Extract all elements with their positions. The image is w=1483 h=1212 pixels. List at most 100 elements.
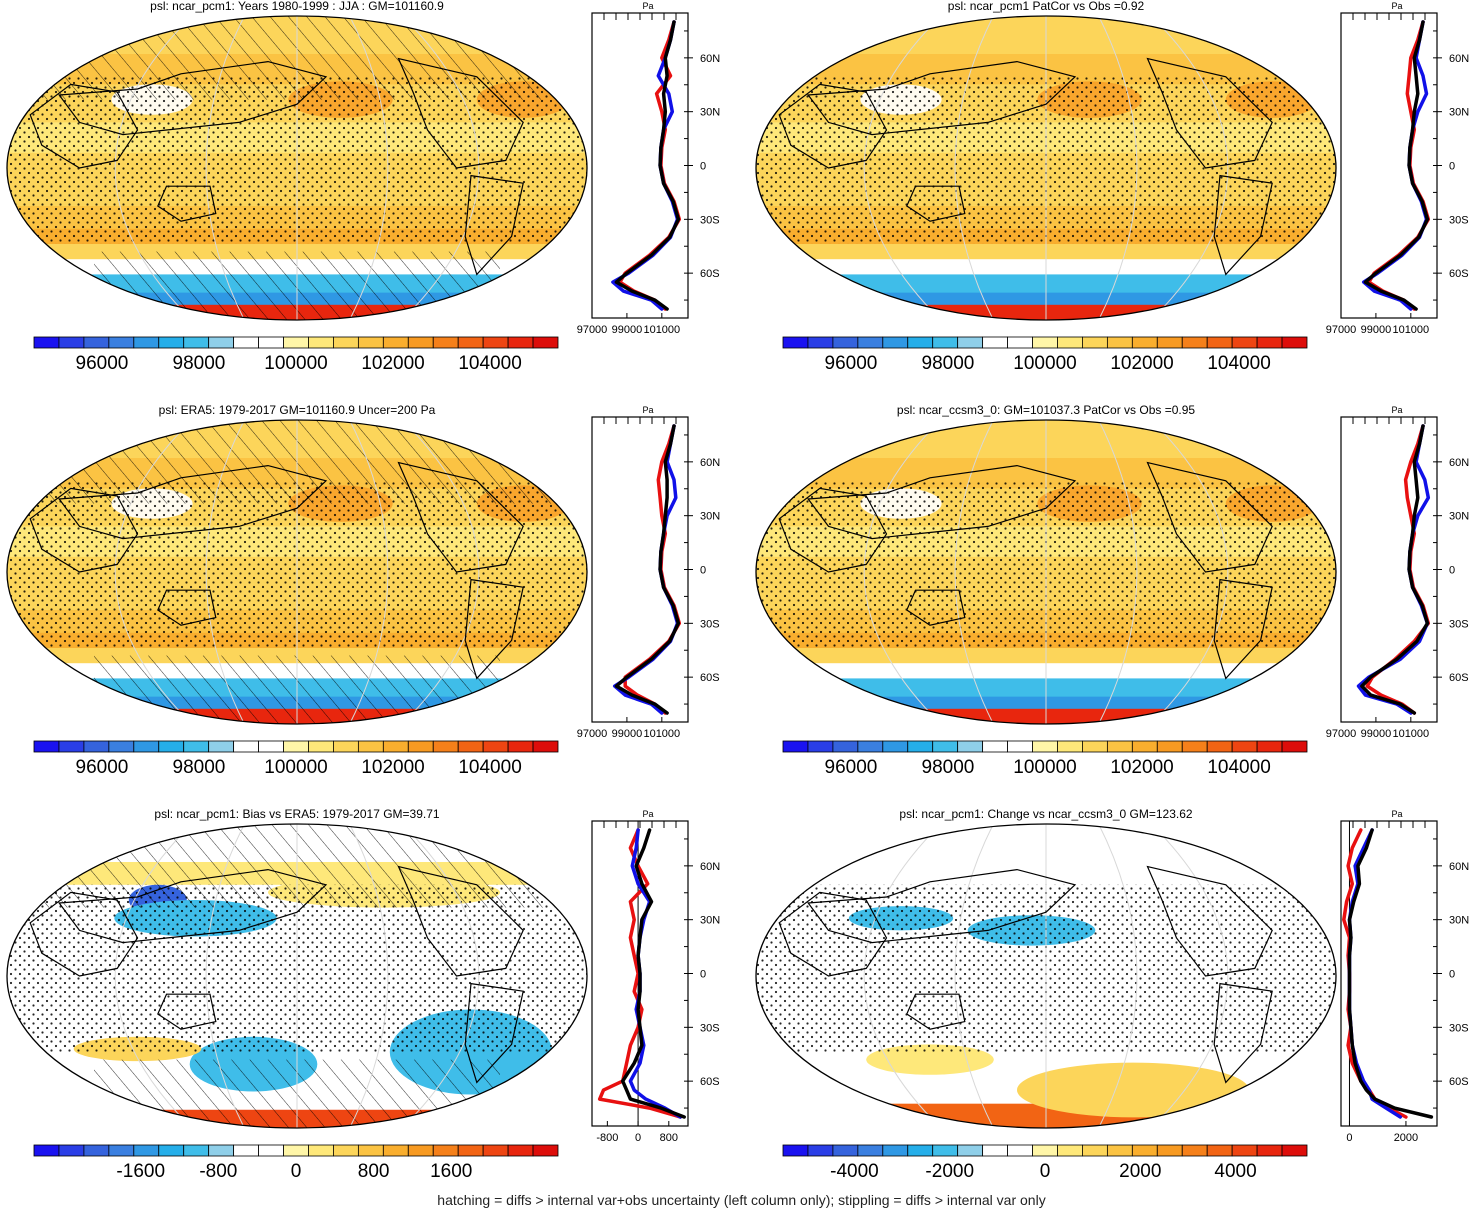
profile-series-ncar_ccsm3_0 [1356, 424, 1431, 715]
graticule-line [205, 824, 245, 1128]
colorbar-swatch [333, 336, 359, 349]
colorbar-swatch [133, 740, 160, 753]
colorbar-swatch [1057, 336, 1083, 349]
colorbar-1: 96000 98000 100000 102000 104000 [782, 336, 1308, 374]
colorbar-label: 96000 [825, 757, 878, 778]
profile-x-label: 0 [635, 1132, 641, 1144]
colorbar-swatch [333, 1144, 359, 1157]
coastline [906, 185, 966, 222]
colorbar-swatch [1206, 336, 1233, 349]
colorbar-swatch [1181, 740, 1208, 753]
profile-x-label: 97000 [1326, 728, 1357, 740]
profile-x-label: 800 [660, 1132, 678, 1144]
colorbar-swatch [183, 1144, 210, 1157]
colorbar-label: 2000 [1119, 1161, 1161, 1182]
colorbar-swatch [482, 740, 509, 753]
colorbar-swatch [932, 1144, 959, 1157]
colorbar-swatch [33, 1144, 60, 1157]
colorbar-swatch [208, 740, 235, 753]
map-border [755, 823, 1337, 1129]
graticule-line [205, 16, 245, 320]
colorbar-swatch [1032, 1144, 1058, 1157]
colorbar-label: 98000 [173, 757, 226, 778]
profile-series-ERA5 [597, 828, 683, 1119]
colorbar-swatch [1181, 336, 1208, 349]
graticule-line [401, 420, 480, 724]
colorbar-swatch [83, 1144, 110, 1157]
graticule-line [863, 16, 942, 320]
colorbar-swatch [258, 336, 284, 349]
colorbar-swatch [1057, 740, 1083, 753]
profile-series-obs [614, 20, 681, 311]
colorbar-swatch [482, 336, 509, 349]
colorbar-swatch [507, 740, 534, 753]
coastline [1213, 174, 1273, 276]
profile-lat-label: 60N [700, 457, 720, 469]
profile-lat-label: 0 [1449, 969, 1455, 981]
colorbar-swatch [258, 1144, 284, 1157]
map-panel-0 [6, 15, 588, 321]
colorbar-label: 104000 [458, 353, 521, 374]
colorbar-swatch [907, 336, 934, 349]
colorbar-swatch [532, 336, 559, 349]
colorbar-swatch [1131, 1144, 1158, 1157]
profile-frame [1340, 416, 1438, 723]
colorbar-swatch [1156, 336, 1183, 349]
colorbar-swatch [333, 740, 359, 753]
profile-x-label: 0 [1346, 1132, 1352, 1144]
colorbar-swatch [1206, 740, 1233, 753]
colorbar-swatch [807, 1144, 834, 1157]
colorbar-swatch [158, 740, 185, 753]
colorbar-swatch [1256, 1144, 1283, 1157]
colorbar-swatch [158, 336, 185, 349]
colorbar-label: -2000 [925, 1161, 974, 1182]
graticule-line [1098, 16, 1138, 320]
colorbar-swatch [982, 336, 1008, 349]
profile-x-label: 2000 [1394, 1132, 1418, 1144]
profile-lat-label: 30S [700, 1022, 720, 1034]
colorbar-swatch [1106, 740, 1133, 753]
coastline [807, 60, 1077, 136]
profile-x-label: 97000 [577, 728, 608, 740]
colorbar-label: 104000 [1207, 757, 1270, 778]
colorbar-swatch [382, 1144, 409, 1157]
profile-unit-label: Pa [642, 1, 653, 11]
profile-lat-label: 0 [700, 161, 706, 173]
colorbar-swatch [382, 336, 409, 349]
profile-frame [591, 416, 689, 723]
graticule-line [401, 16, 480, 320]
colorbar-swatch [133, 336, 160, 349]
profile-series-ERA5 [1342, 828, 1408, 1119]
colorbar-swatch [283, 336, 309, 349]
profile-unit-label: Pa [1391, 809, 1402, 819]
colorbar-swatch [457, 740, 484, 753]
colorbar-swatch [183, 740, 210, 753]
profile-series-ncar_pcm1 [611, 20, 680, 311]
colorbar-swatch [357, 336, 384, 349]
profile-lat-label: 60S [700, 672, 720, 684]
colorbar-swatch [1131, 740, 1158, 753]
colorbar-swatch [1281, 336, 1308, 349]
profile-lat-label: 60S [700, 268, 720, 280]
colorbar-0: 96000 98000 100000 102000 104000 [33, 336, 559, 374]
colorbar-swatch [183, 336, 210, 349]
profile-series-obs [1360, 424, 1430, 715]
colorbar-label: 102000 [1110, 353, 1173, 374]
colorbar-label: 0 [1040, 1161, 1051, 1182]
profile-lat-label: 30S [1449, 618, 1469, 630]
panel-title-5: psl: ncar_pcm1: Change vs ncar_ccsm3_0 G… [899, 807, 1192, 821]
profile-lat-label: 60S [700, 1076, 720, 1088]
profile-x-label: -800 [596, 1132, 618, 1144]
profile-x-label: 97000 [1326, 324, 1357, 336]
colorbar-swatch [1181, 1144, 1208, 1157]
graticule-line [114, 420, 193, 724]
colorbar-label: -800 [199, 1161, 237, 1182]
colorbar-swatch [782, 740, 809, 753]
profile-x-label: 101000 [1392, 324, 1429, 336]
graticule-line [1098, 420, 1138, 724]
colorbar-label: 102000 [1110, 757, 1173, 778]
colorbar-swatch [1281, 1144, 1308, 1157]
coastline [397, 865, 524, 977]
colorbar-label: 0 [291, 1161, 302, 1182]
profile-lat-label: 60N [700, 861, 720, 873]
